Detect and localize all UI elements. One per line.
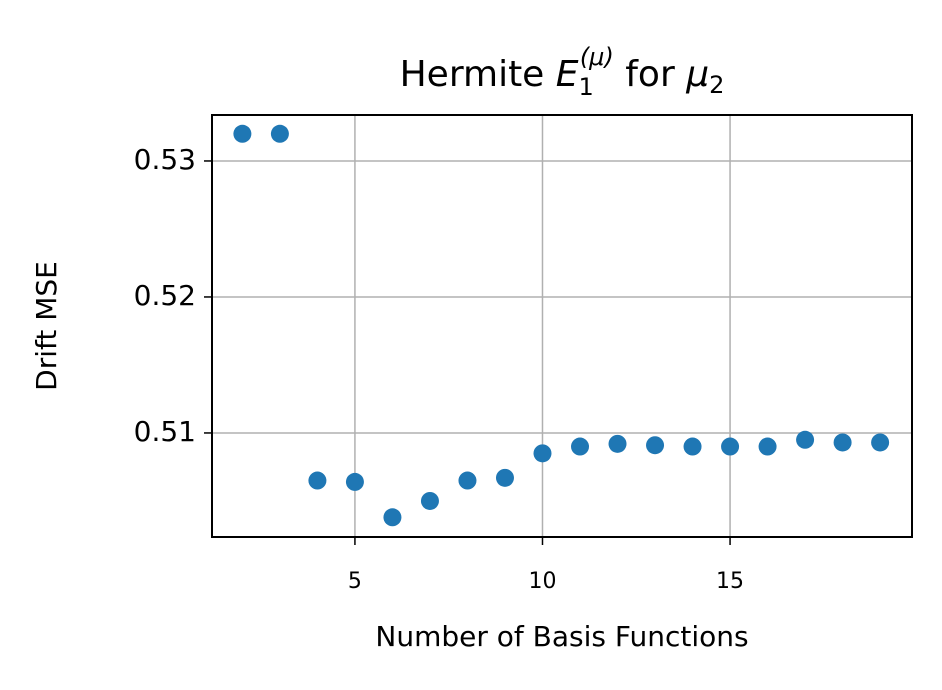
y-tick-label: 0.53 <box>134 143 196 176</box>
point <box>458 471 477 490</box>
point <box>533 444 552 463</box>
title-part: Hermite <box>400 54 556 95</box>
x-tick-label: 5 <box>348 569 362 594</box>
point <box>233 124 252 143</box>
point <box>383 508 402 527</box>
point <box>495 468 514 487</box>
title-part: E <box>556 54 579 95</box>
point <box>796 430 815 449</box>
y-tick-label: 0.52 <box>134 279 196 312</box>
point <box>721 437 740 456</box>
point <box>871 433 890 452</box>
point <box>571 437 590 456</box>
point <box>608 434 627 453</box>
x-tick-label: 15 <box>716 569 744 594</box>
title-part: (μ) <box>580 43 614 71</box>
point <box>308 471 327 490</box>
point <box>270 124 289 143</box>
title-part: 2 <box>709 71 724 99</box>
title-part: μ <box>685 54 709 95</box>
point <box>758 437 777 456</box>
title-part: for <box>614 54 686 95</box>
point <box>646 436 665 455</box>
x-axis-label: Number of Basis Functions <box>375 620 748 653</box>
title-part: 1 <box>579 73 594 101</box>
x-tick-label: 10 <box>528 569 556 594</box>
chart-title: Hermite E1(μ) for μ2 <box>400 43 725 101</box>
point <box>420 491 439 510</box>
point <box>833 433 852 452</box>
point <box>345 472 364 491</box>
plot-frame <box>211 114 913 538</box>
y-axis-label: Drift MSE <box>30 261 63 391</box>
y-tick-label: 0.51 <box>134 415 196 448</box>
point <box>683 437 702 456</box>
